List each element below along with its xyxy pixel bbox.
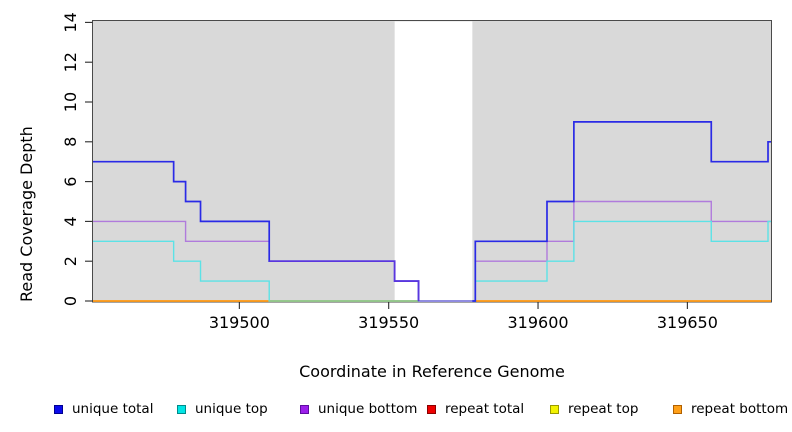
y-axis-tick-label: 12 [61, 52, 80, 72]
x-axis-tick-label: 319650 [657, 313, 718, 332]
coverage-gap-region [394, 21, 473, 302]
plot-border [92, 20, 772, 303]
x-axis-tick-label: 319500 [209, 313, 270, 332]
overlap-blue-over-purple-mid [269, 260, 420, 301]
y-axis-tick-label: 8 [61, 137, 80, 147]
y-axis-tick-label: 10 [61, 92, 80, 112]
x-axis-tick-label: 319600 [507, 313, 568, 332]
y-axis-title: Read Coverage Depth [17, 126, 36, 302]
series-line-unique-top [93, 220, 771, 302]
y-axis-tick-label: 4 [61, 216, 80, 226]
y-axis-tick-label: 14 [61, 12, 80, 32]
y-axis-tick-label: 2 [61, 256, 80, 266]
y-axis-tick-label: 6 [61, 177, 80, 187]
x-axis-title: Coordinate in Reference Genome [299, 362, 565, 381]
y-axis-tick-label: 0 [61, 296, 80, 306]
x-axis-tick-label: 319550 [358, 313, 419, 332]
